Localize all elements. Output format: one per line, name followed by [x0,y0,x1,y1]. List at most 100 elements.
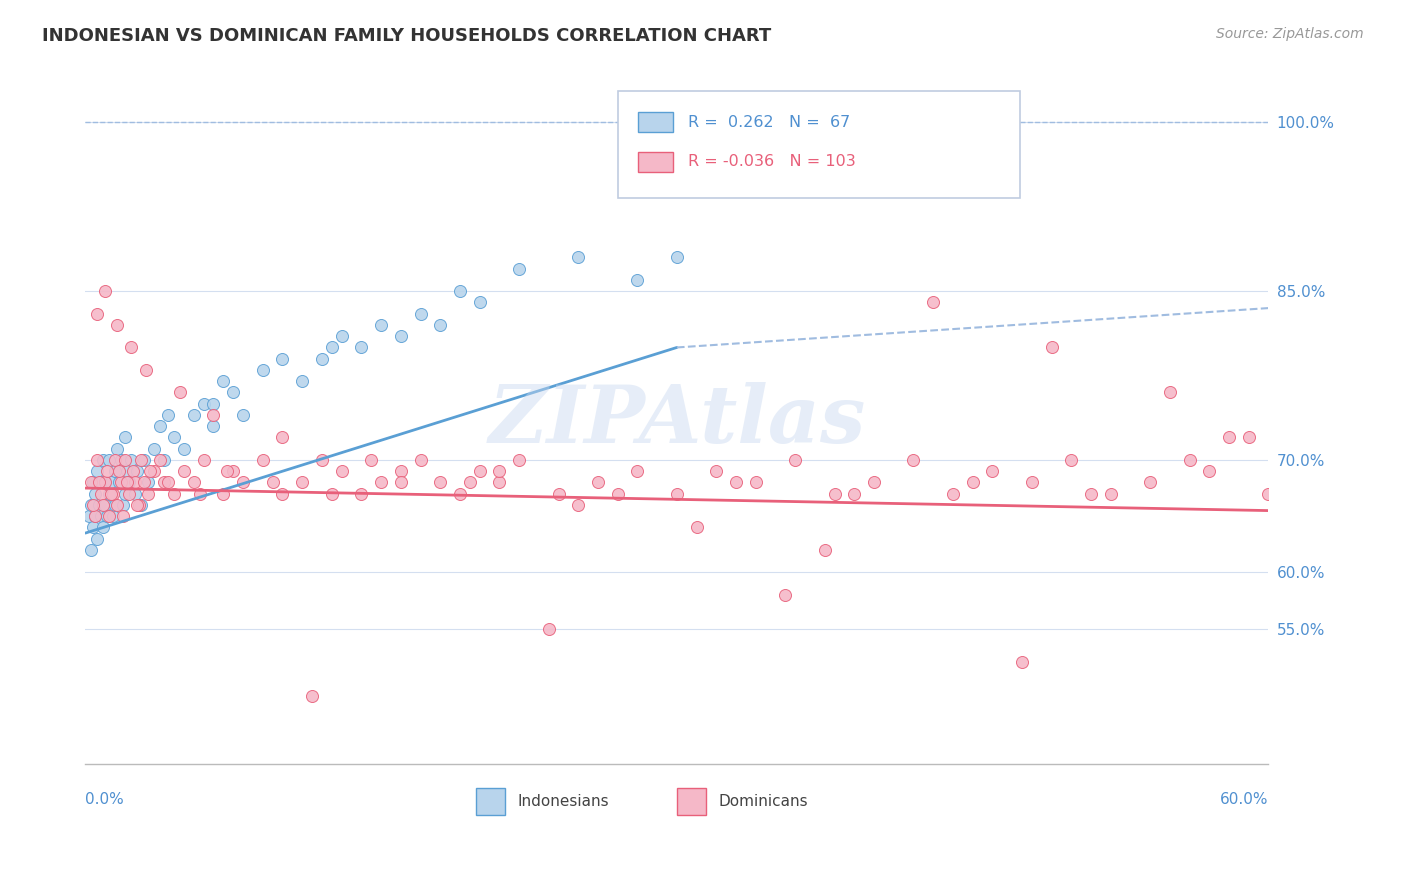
Point [291,374,314,388]
Point [114,453,136,467]
Point [91,520,114,534]
Point [139,464,162,478]
Point [1040,341,1063,355]
Point [100,475,122,490]
Point [567,498,589,512]
Point [547,486,569,500]
Point [1080,486,1102,500]
Point [321,341,343,355]
Point [143,464,166,478]
Point [94,498,117,512]
Point [350,341,373,355]
Point [149,419,172,434]
Point [183,408,205,422]
Point [844,486,866,500]
Point [350,486,373,500]
Point [188,486,211,500]
Point [90,486,112,500]
FancyBboxPatch shape [676,789,706,814]
Point [104,464,127,478]
Point [429,318,451,332]
Point [124,475,146,490]
Point [1011,656,1033,670]
Point [80,475,103,490]
Point [111,509,134,524]
Point [110,475,132,490]
Point [330,329,353,343]
Point [100,486,122,500]
Point [429,475,451,490]
Point [135,363,157,377]
Point [134,453,156,467]
Point [626,464,648,478]
Point [1021,475,1043,490]
Point [330,464,353,478]
Point [409,307,432,321]
Point [981,464,1004,478]
Point [311,351,333,366]
Point [82,498,104,512]
Point [370,475,392,490]
Point [105,442,128,456]
Point [1218,430,1240,444]
Point [232,408,254,422]
Point [252,453,274,467]
Point [626,273,648,287]
Point [785,453,807,467]
Point [120,341,142,355]
Point [114,486,136,500]
Point [962,475,984,490]
Text: Indonesians: Indonesians [517,794,609,809]
Point [724,475,747,490]
Point [163,430,186,444]
Point [84,509,107,524]
Point [82,520,104,534]
Point [80,543,103,558]
Point [143,442,166,456]
Point [942,486,965,500]
Point [138,475,160,490]
Text: ZIPAtlas: ZIPAtlas [488,382,866,459]
Point [863,475,886,490]
Point [108,464,131,478]
Point [222,385,245,400]
Point [104,453,127,467]
Point [87,498,110,512]
Point [86,307,108,321]
Text: Source: ZipAtlas.com: Source: ZipAtlas.com [1216,27,1364,41]
Point [685,520,707,534]
Point [1198,464,1220,478]
Point [775,588,797,602]
Point [138,486,160,500]
Point [105,318,128,332]
Point [212,374,235,388]
Point [173,464,195,478]
Point [389,329,412,343]
Point [86,453,108,467]
Point [1237,430,1260,444]
Point [232,475,254,490]
Point [101,486,124,500]
Point [321,486,343,500]
Point [134,475,156,490]
Point [125,498,148,512]
Point [1178,453,1201,467]
Point [169,385,191,400]
Point [183,475,205,490]
Point [488,475,510,490]
Point [108,475,131,490]
Point [90,509,112,524]
Point [87,475,110,490]
Point [271,486,294,500]
Point [814,543,837,558]
Point [115,475,138,490]
Point [903,453,925,467]
Point [129,453,152,467]
Point [488,464,510,478]
Point [111,498,134,512]
Point [91,498,114,512]
Point [537,622,560,636]
Point [508,453,530,467]
Point [97,486,120,500]
Point [90,475,112,490]
